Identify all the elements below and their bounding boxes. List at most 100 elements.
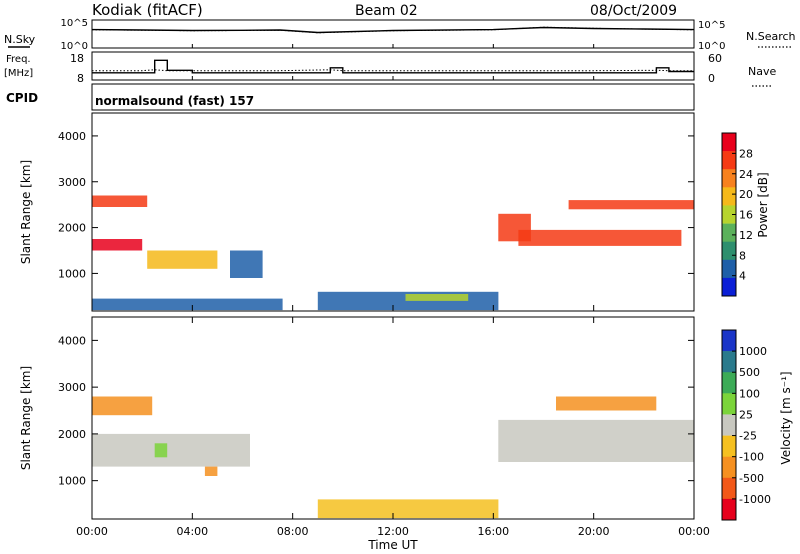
noise-left-tick-bottom: 10^0 [61, 41, 88, 52]
velocity-colorbar: 1000 500 100 25 -25 -100 -500 -1000 [721, 329, 771, 521]
power-colorbar-swatch-2 [722, 169, 736, 188]
power-colorbar-swatch-0 [722, 133, 736, 152]
beam-title: Beam 02 [355, 3, 418, 19]
velocity-y-axis-label: Slant Range [km] [19, 366, 33, 470]
velocity-colorbar-label-0: 1000 [739, 345, 767, 358]
velocity-colorbar-swatch-7 [722, 477, 736, 500]
velocity-band-1 [92, 433, 250, 467]
power-colorbar-swatch-1 [722, 151, 736, 170]
velocity-band-0 [92, 396, 153, 416]
power-colorbar-swatch-8 [722, 277, 736, 297]
velocity-band-4 [498, 419, 694, 462]
cpid-text: normalsound (fast) 157 [95, 94, 254, 108]
freq-units-label: [MHz] [4, 68, 33, 79]
x-tick-label-0: 00:00 [76, 525, 108, 538]
nsky-label: N.Sky [4, 33, 36, 46]
nave-series-line [92, 69, 694, 72]
noise-right-tick-top: 10^5 [698, 20, 725, 31]
power-colorbar-swatch-5 [722, 223, 736, 242]
power-band-0 [92, 195, 148, 207]
power-band-6 [405, 294, 469, 301]
power-panel-frame [91, 112, 695, 312]
power-ytick-label-2: 3000 [58, 176, 86, 189]
cpid-panel-frame [91, 83, 695, 111]
power-ytick-label-0: 1000 [58, 267, 86, 280]
velocity-colorbar-label-7: -1000 [739, 493, 771, 506]
velocity-panel-frame [91, 316, 695, 520]
nsearch-series-line [91, 26, 695, 34]
velocity-heatmap [92, 396, 694, 519]
power-colorbar-label-5: 8 [739, 249, 746, 262]
time-axis: 00:00 04:00 08:00 12:00 16:00 20:00 00:00 [76, 44, 710, 538]
velocity-band-2 [154, 443, 168, 458]
freq-panel-frame [91, 51, 695, 81]
power-colorbar-label-1: 24 [739, 168, 753, 181]
velocity-colorbar-label-4: -25 [739, 430, 757, 443]
nave-tick-top: 60 [708, 52, 722, 65]
x-tick-label-5: 20:00 [578, 525, 610, 538]
power-colorbar-swatch-4 [722, 205, 736, 224]
velocity-ytick-label-1: 2000 [58, 428, 86, 441]
x-tick-label-6: 00:00 [678, 525, 710, 538]
power-colorbar-swatch-6 [722, 241, 736, 261]
x-tick-label-1: 04:00 [176, 525, 208, 538]
power-colorbar-label-2: 20 [739, 188, 753, 201]
power-colorbar-label-6: 4 [739, 270, 746, 283]
velocity-band-6 [317, 499, 499, 519]
velocity-colorbar-label-5: -100 [739, 451, 764, 464]
x-tick-label-4: 16:00 [477, 525, 509, 538]
x-tick-label-3: 12:00 [377, 525, 409, 538]
nave-label: Nave [748, 65, 776, 78]
velocity-ytick-label-2: 3000 [58, 381, 86, 394]
noise-series-group [91, 26, 695, 34]
noise-panel-frame [91, 19, 695, 49]
freq-label: Freq. [6, 54, 31, 65]
velocity-colorbar-swatch-5 [722, 435, 736, 457]
power-band-1 [92, 239, 143, 251]
velocity-band-3 [204, 466, 218, 476]
power-colorbar-label-4: 12 [739, 229, 753, 242]
station-title: Kodiak (fitACF) [92, 1, 203, 19]
power-band-9 [568, 200, 694, 210]
power-colorbar: 28 24 20 16 12 8 4 [721, 132, 753, 297]
power-colorbar-label: Power [dB] [756, 172, 770, 237]
velocity-colorbar-swatch-4 [722, 414, 736, 436]
power-colorbar-label-0: 28 [739, 147, 753, 160]
velocity-colorbar-label-6: -500 [739, 472, 764, 485]
power-band-3 [230, 250, 263, 278]
freq-tick-bottom: 8 [77, 72, 84, 85]
velocity-colorbar-label-3: 25 [739, 408, 753, 421]
power-heatmap [92, 195, 694, 311]
power-band-2 [147, 250, 218, 269]
velocity-colorbar-frame [721, 329, 737, 521]
velocity-colorbar-label-2: 100 [739, 387, 760, 400]
noise-left-tick-top: 10^5 [61, 18, 88, 29]
velocity-colorbar-label-1: 500 [739, 366, 760, 379]
velocity-colorbar-swatch-1 [722, 351, 736, 373]
power-colorbar-swatch-7 [722, 259, 736, 279]
power-ytick-label-3: 4000 [58, 130, 86, 143]
power-colorbar-swatch-3 [722, 187, 736, 206]
date-title: 08/Oct/2009 [590, 3, 677, 19]
nsearch-label: N.Search [746, 30, 796, 43]
freq-series-group [92, 59, 694, 74]
velocity-colorbar-swatch-2 [722, 372, 736, 394]
power-y-axis-label: Slant Range [km] [19, 160, 33, 264]
velocity-y-axis: 1000 2000 3000 4000 [58, 334, 694, 488]
cpid-label: CPID [6, 91, 38, 105]
x-axis-label: Time UT [367, 538, 418, 552]
velocity-colorbar-swatch-3 [722, 393, 736, 415]
x-tick-label-2: 08:00 [277, 525, 309, 538]
velocity-colorbar-swatch-0 [722, 330, 736, 352]
velocity-colorbar-swatch-8 [722, 498, 736, 521]
velocity-colorbar-swatch-6 [722, 456, 736, 479]
power-colorbar-label-3: 16 [739, 209, 753, 222]
power-ytick-label-1: 2000 [58, 222, 86, 235]
power-band-8 [518, 229, 682, 246]
noise-right-tick-bottom: 10^0 [698, 41, 725, 52]
velocity-ytick-label-0: 1000 [58, 475, 86, 488]
velocity-band-5 [556, 396, 657, 411]
velocity-ytick-label-3: 4000 [58, 334, 86, 347]
nave-tick-bottom: 0 [708, 72, 715, 85]
